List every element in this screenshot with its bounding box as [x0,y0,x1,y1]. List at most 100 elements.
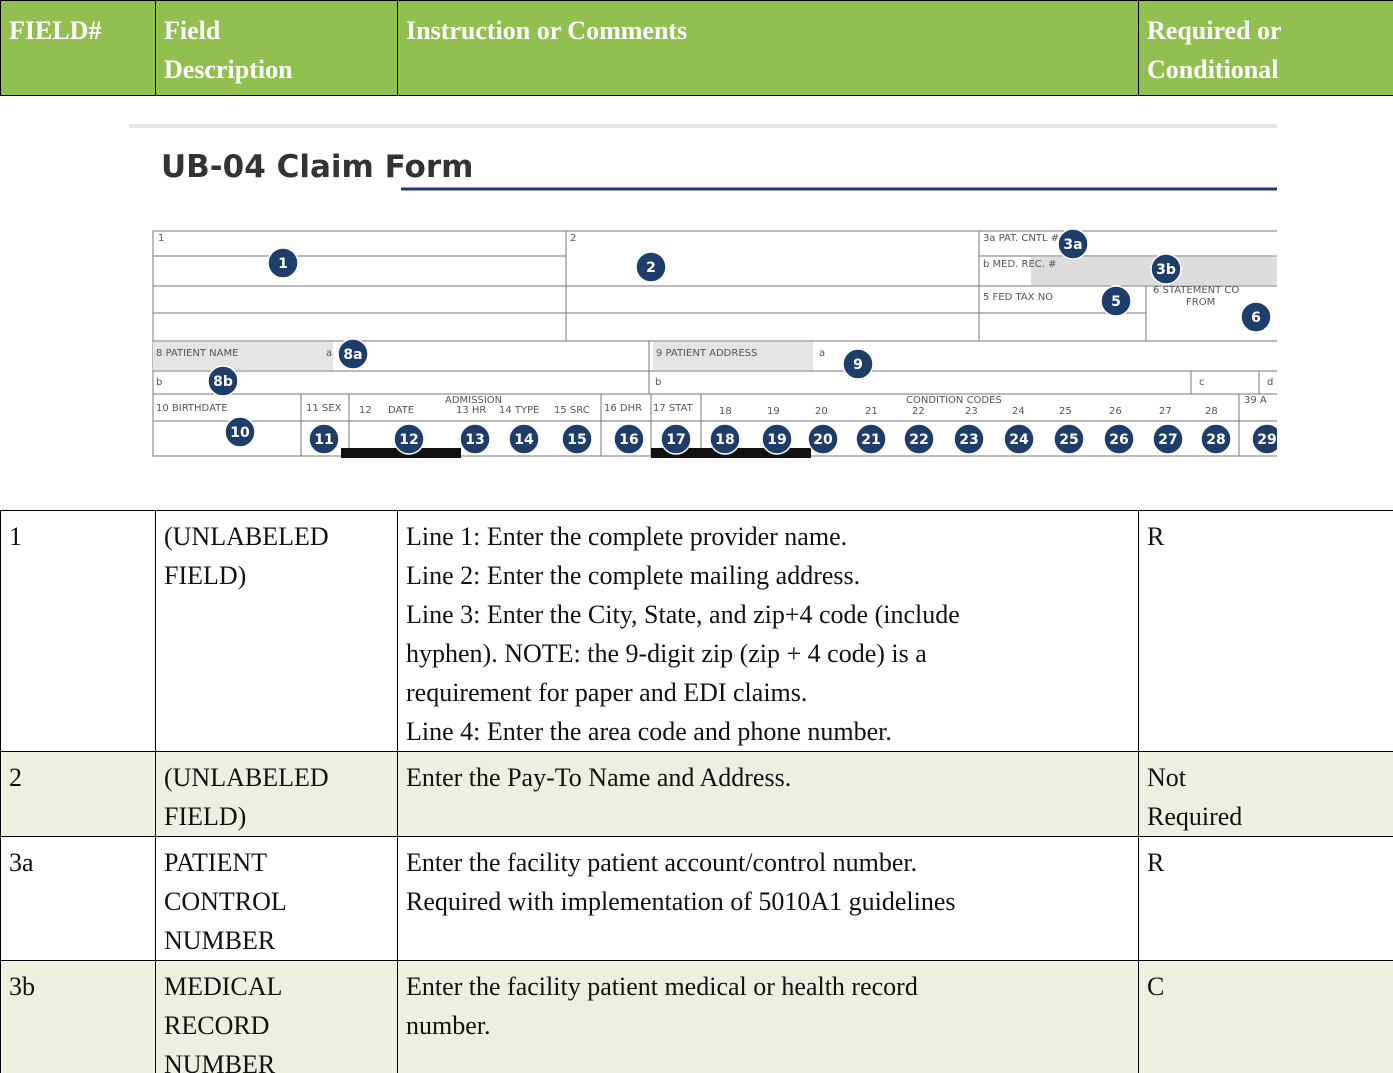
callout-number: 12 [399,432,418,448]
form-title: UB-04 Claim Form [161,149,473,185]
callout-number: 27 [1158,432,1177,448]
header-cell: FieldDescription [156,1,398,96]
form-label: 19 [767,406,780,417]
form-label: 26 [1109,406,1122,417]
cell-line: RECORD [164,1006,389,1045]
form-label: 18 [719,406,732,417]
form-label: 3a PAT. CNTL # [983,233,1059,244]
cell-line: C [1147,967,1385,1006]
callout-number: 10 [230,425,250,441]
form-label: CONDITION CODES [906,395,1002,406]
cell-line: Required [1147,797,1385,836]
form-label: DATE [388,405,414,416]
form-label: a [819,348,825,359]
form-label: b [655,377,661,388]
callout-number: 1 [278,256,288,272]
form-label: b [156,377,162,388]
form-label: 21 [865,406,878,417]
table-cell: R [1139,837,1393,961]
table-cell: 3b [1,961,156,1073]
cell-line: Required or [1147,11,1385,50]
cell-line: (UNLABELED [164,517,389,556]
form-label: 20 [815,406,828,417]
form-label: 23 [965,406,978,417]
callout-number: 9 [853,357,863,373]
form-label: 1 [158,233,164,244]
form-label: 28 [1205,406,1218,417]
cell-line: 3a [9,843,147,882]
callout-number: 2 [646,260,656,276]
callout-number: 18 [715,432,734,448]
table-cell: R [1139,511,1393,752]
form-label: 13 HR [456,405,486,416]
table-cell: Enter the facility patient account/contr… [398,837,1139,961]
cell-line: hyphen). NOTE: the 9-digit zip (zip + 4 … [406,634,1130,673]
form-label: 39 A [1244,395,1267,406]
form-label: 25 [1059,406,1072,417]
cell-line: Conditional [1147,50,1385,89]
form-label: 8 PATIENT NAME [156,348,238,359]
form-label: 27 [1159,406,1172,417]
callout-number: 13 [465,432,484,448]
header-cell: FIELD# [1,1,156,96]
form-label: 2 [570,233,576,244]
cell-line: requirement for paper and EDI claims. [406,673,1130,712]
header-cell: Instruction or Comments [398,1,1139,96]
cell-line: FIELD) [164,556,389,595]
callout-number: 17 [666,432,685,448]
cell-line: (UNLABELED [164,758,389,797]
cell-line: number. [406,1006,1130,1045]
cell-line: NUMBER [164,1045,389,1073]
form-label: 6 STATEMENT CO [1153,285,1239,296]
form-label: 24 [1012,406,1025,417]
page: FIELD#FieldDescriptionInstruction or Com… [0,0,1393,1073]
form-label: 9 PATIENT ADDRESS [656,348,757,359]
cell-line: Instruction or Comments [406,11,1130,50]
callout-number: 19 [767,432,786,448]
form-label: FROM [1186,297,1215,308]
cell-line: Line 4: Enter the area code and phone nu… [406,712,1130,751]
cell-line: Line 3: Enter the City, State, and zip+4… [406,595,1130,634]
table-cell: 1 [1,511,156,752]
field-table: FIELD#FieldDescriptionInstruction or Com… [0,0,1393,1073]
table-cell: 3a [1,837,156,961]
table-cell: Enter the facility patient medical or he… [398,961,1139,1073]
table-row: 3bMEDICALRECORDNUMBEREnter the facility … [1,961,1393,1073]
cell-line: R [1147,843,1385,882]
cell-line: NUMBER [164,921,389,960]
callout-number: 28 [1206,432,1225,448]
callout-number: 29 [1257,432,1276,448]
cell-line: Required with implementation of 5010A1 g… [406,882,1130,921]
cell-line: Not [1147,758,1385,797]
callout-number: 3a [1063,237,1082,253]
callout-number: 15 [567,432,586,448]
cell-line: FIELD# [9,11,147,50]
cell-line: Description [164,50,389,89]
cell-line: FIELD) [164,797,389,836]
cell-line: Line 2: Enter the complete mailing addre… [406,556,1130,595]
callout-number: 25 [1059,432,1078,448]
callout-number: 16 [619,432,638,448]
cell-line: Enter the facility patient medical or he… [406,967,1130,1006]
form-label: 12 [359,405,372,416]
table-cell: MEDICALRECORDNUMBER [156,961,398,1073]
cell-line: Field [164,11,389,50]
callout-number: 21 [861,432,880,448]
form-label: 17 STAT [653,403,694,414]
table-cell: Enter the Pay-To Name and Address. [398,752,1139,837]
table-cell: 2 [1,752,156,837]
callout-number: 26 [1109,432,1128,448]
header-cell: Required orConditional [1139,1,1393,96]
cell-line: Line 1: Enter the complete provider name… [406,517,1130,556]
cell-line: PATIENT [164,843,389,882]
callout-number: 3b [1156,262,1176,278]
